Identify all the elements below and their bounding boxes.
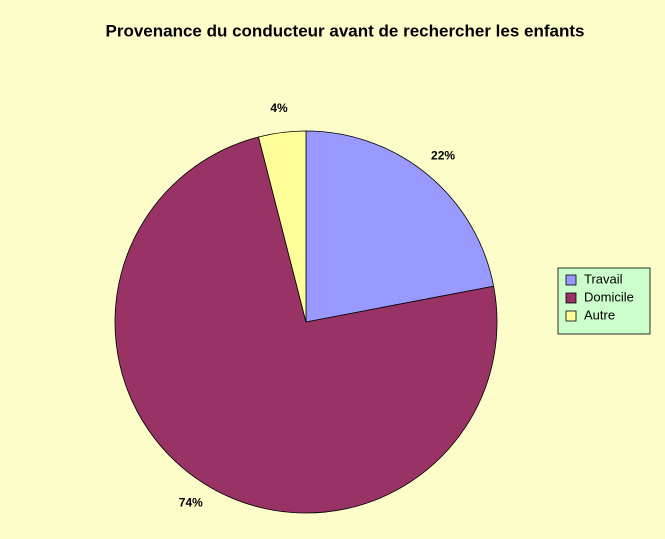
legend-swatch <box>565 292 577 304</box>
legend-label: Domicile <box>584 289 634 304</box>
pie-slice <box>114 136 498 514</box>
legend-swatch <box>565 274 577 286</box>
data-label: 4% <box>270 101 288 115</box>
pie-slice <box>258 130 307 323</box>
pie-slice <box>305 130 495 323</box>
legend-label: Autre <box>584 307 615 322</box>
chart-title: Provenance du conducteur avant de recher… <box>106 21 585 40</box>
data-label: 74% <box>179 496 203 510</box>
data-label: 22% <box>431 149 455 163</box>
legend-swatch <box>565 310 577 322</box>
legend-label: Travail <box>584 271 623 286</box>
